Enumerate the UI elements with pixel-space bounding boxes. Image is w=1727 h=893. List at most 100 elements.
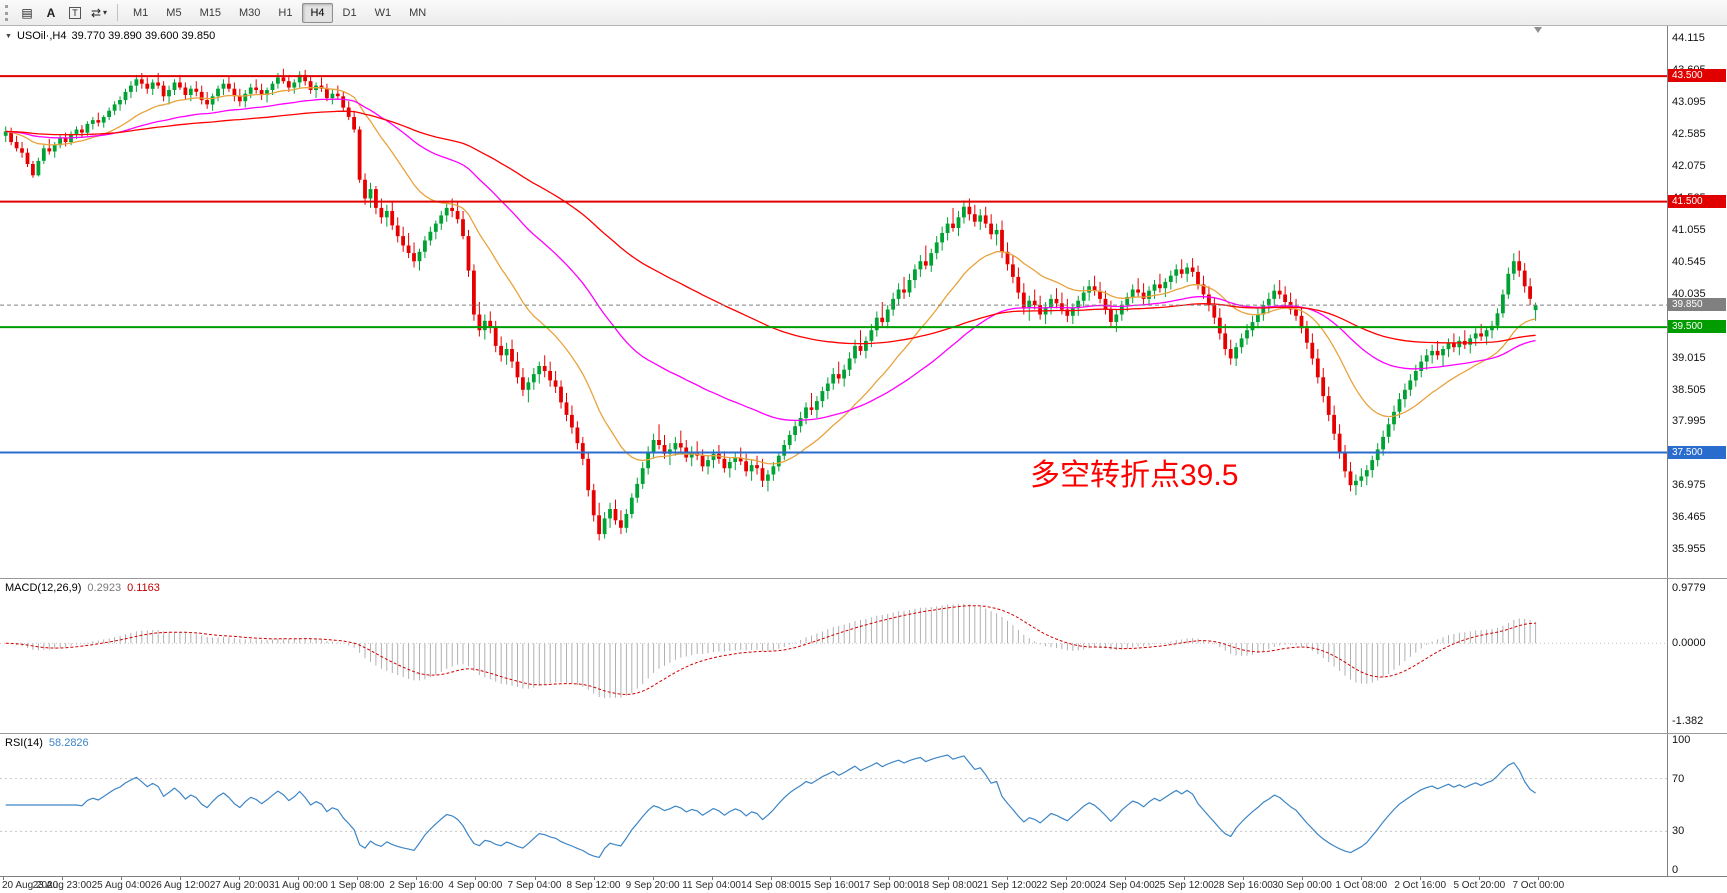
time-axis-label: 4 Sep 00:00 (448, 880, 503, 891)
time-axis-label: 1 Oct 08:00 (1335, 880, 1388, 891)
macd-histogram (10, 603, 1537, 699)
macd-indicator-name: MACD(12,26,9) (5, 582, 82, 594)
time-tick (534, 877, 536, 880)
time-tick (416, 877, 418, 880)
price-axis-label: 43.095 (1672, 95, 1706, 108)
timeframe-button-h1[interactable]: H1 (278, 6, 293, 19)
price-axis-label: 38.505 (1672, 383, 1706, 396)
time-tick (652, 877, 654, 880)
price-axis-label: 42.075 (1672, 159, 1706, 172)
time-axis-label: 21 Sep 12:00 (977, 880, 1037, 891)
time-axis-label: 26 Aug 12:00 (150, 880, 210, 891)
time-tick (1479, 877, 1481, 880)
price-axis-label: 35.955 (1672, 543, 1706, 556)
text-label-a-button[interactable]: A (40, 3, 62, 23)
price-chart-plot[interactable]: ▼ USOil·,H4 39.770 39.890 39.600 39.850 … (0, 26, 1667, 578)
time-tick (1006, 877, 1008, 880)
time-tick (711, 877, 713, 880)
letter-a-icon: A (46, 5, 56, 20)
time-axis-label: 2 Oct 16:00 (1394, 880, 1447, 891)
price-axis-label: 41.055 (1672, 223, 1706, 236)
macd-axis-label: 0.9779 (1672, 582, 1706, 595)
timeframe-button-d1[interactable]: D1 (342, 6, 357, 19)
time-axis-label: 15 Sep 16:00 (799, 880, 860, 891)
time-axis-label: 22 Sep 20:00 (1036, 880, 1096, 891)
time-tick (3, 877, 4, 880)
rsi-axis-label: 0 (1672, 864, 1679, 876)
symbol-ohlc-values: 39.770 39.890 39.600 39.850 (71, 30, 216, 42)
price-axis-label: 44.115 (1672, 31, 1705, 44)
time-axis-label: 25 Aug 04:00 (91, 880, 151, 891)
price-chart-canvas (0, 68, 1667, 541)
time-tick (829, 877, 831, 880)
timeframe-button-h4[interactable]: H4 (302, 2, 333, 23)
time-tick (180, 877, 182, 880)
timeframe-button-m30[interactable]: M30 (238, 6, 261, 19)
charts-grid-button[interactable]: ▤ (16, 3, 38, 23)
macd-plot[interactable]: MACD(12,26,9) 0.2923 0.1163 (0, 579, 1667, 733)
time-axis-label: 31 Aug 00:00 (268, 880, 328, 891)
price-scale[interactable]: 44.11543.60543.09542.58542.07541.56541.0… (1667, 26, 1727, 578)
time-axis-label: 18 Sep 08:00 (918, 880, 978, 891)
candlestick-series (3, 68, 1538, 541)
time-axis-label: 8 Sep 12:00 (566, 880, 621, 891)
time-axis-label: 2 Sep 16:00 (389, 880, 444, 891)
timeframe-button-mn[interactable]: MN (409, 6, 427, 19)
timeframe-button-w1[interactable]: W1 (374, 6, 392, 19)
price-axis-label: 40.035 (1672, 287, 1706, 300)
rsi-line (5, 754, 1536, 859)
timeframe-buttons: M1 M5 M15 M30 H1 H4 D1 W1 MN (124, 2, 435, 23)
time-tick (770, 877, 772, 880)
time-axis-label: 14 Sep 08:00 (740, 880, 801, 891)
time-tick (298, 877, 300, 880)
rsi-indicator-name: RSI(14) (5, 737, 43, 749)
price-level-badge: 41.500 (1668, 194, 1726, 208)
time-tick (888, 877, 890, 880)
time-tick (1538, 877, 1540, 880)
price-panel: ▼ USOil·,H4 39.770 39.890 39.600 39.850 … (0, 26, 1727, 578)
ma-mid-magenta-line (5, 98, 1536, 422)
time-tick (239, 877, 241, 880)
chevron-down-icon: ▾ (103, 8, 108, 17)
chart-shift-marker[interactable] (1534, 27, 1543, 33)
time-axis-label: 9 Sep 20:00 (625, 880, 680, 891)
charts-grid-icon: ▤ (21, 5, 33, 20)
time-axis-label: 1 Sep 08:00 (330, 880, 385, 891)
price-axis-label: 36.465 (1672, 511, 1706, 524)
timeframe-button-m1[interactable]: M1 (133, 6, 149, 19)
time-tick (593, 877, 595, 880)
macd-label-row: MACD(12,26,9) 0.2923 0.1163 (5, 582, 160, 594)
time-tick (62, 877, 64, 880)
price-level-badge: 43.500 (1668, 69, 1726, 83)
macd-axis-label: 0.0000 (1672, 637, 1706, 650)
price-axis-label: 40.545 (1672, 255, 1706, 268)
time-axis-label: 11 Sep 04:00 (682, 880, 741, 891)
time-axis[interactable]: 20 Aug 2020 23 Aug 23:00 25 Aug 04:00 26 Au… (0, 876, 1727, 893)
timeframe-button-m15[interactable]: M15 (199, 6, 221, 19)
rsi-plot[interactable]: RSI(14) 58.2826 (0, 734, 1667, 876)
toolbar-grip-handle[interactable] (5, 4, 9, 21)
time-axis-label: 24 Sep 04:00 (1095, 880, 1155, 891)
symbol-marker-icon: ▼ (5, 32, 12, 40)
current-price-badge: 39.850 (1668, 298, 1726, 312)
time-axis-label: 20 Aug 2020 (2, 880, 59, 891)
rsi-canvas (0, 754, 1667, 859)
macd-main-value: 0.2923 (87, 582, 122, 594)
time-axis-label: 7 Oct 00:00 (1512, 880, 1565, 891)
time-tick (121, 877, 123, 880)
ma-slow-red-line (5, 110, 1536, 345)
timeframe-button-m5[interactable]: M5 (166, 6, 182, 19)
time-axis-label: 23 Aug 23:00 (32, 880, 92, 891)
rsi-label-row: RSI(14) 58.2826 (5, 737, 89, 749)
macd-canvas (0, 603, 1667, 699)
time-axis-label: 28 Sep 16:00 (1213, 880, 1273, 891)
rsi-scale: 100 70 30 0 (1667, 734, 1727, 876)
price-axis-label: 36.975 (1672, 479, 1706, 492)
rsi-axis-label: 100 (1672, 734, 1691, 746)
text-label-t-button[interactable]: T (64, 3, 86, 23)
time-axis-label: 30 Sep 00:00 (1272, 880, 1332, 891)
time-tick (357, 877, 359, 880)
line-style-dropdown-button[interactable]: ⇄ ▾ (88, 3, 110, 23)
chart-annotation: 多空转折点39.5 (1030, 459, 1239, 492)
rsi-value: 58.2826 (48, 737, 89, 749)
